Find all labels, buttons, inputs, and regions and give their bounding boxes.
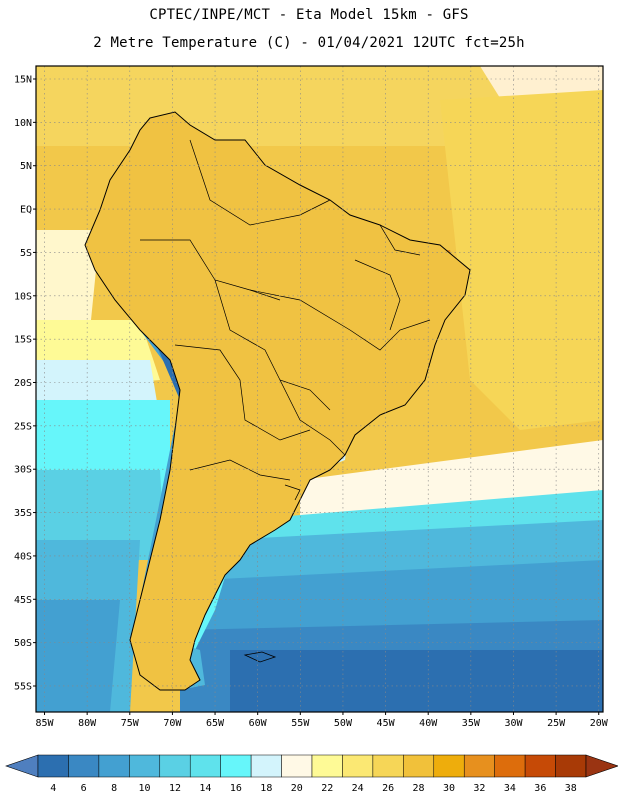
- ocean-pacific-tropical: [36, 230, 100, 340]
- colorbar-swatch: [555, 754, 587, 778]
- latitude-label: 25S: [14, 421, 32, 432]
- longitude-labels: 85W 80W 75W 70W 65W 60W 55W 50W 45W 40W 35W 30W 25W 2…: [35, 712, 609, 729]
- longitude-label: 80W: [78, 718, 97, 729]
- longitude-label: 85W: [35, 718, 54, 729]
- colorbar-swatch: [250, 754, 282, 778]
- longitude-label: 70W: [163, 718, 182, 729]
- colorbar-label: 30: [443, 783, 455, 794]
- longitude-label: 50W: [334, 718, 353, 729]
- river-plate: [284, 484, 301, 501]
- latitude-label: 30S: [14, 465, 32, 476]
- latitude-label: 10S: [14, 291, 32, 302]
- colorbar-label: 24: [352, 783, 364, 794]
- colorbar-swatch: [159, 754, 191, 778]
- colorbar-swatch: [311, 754, 343, 778]
- latitude-label: 55S: [14, 681, 32, 692]
- colorbar-swatch: [524, 754, 556, 778]
- colorbar-label: 38: [565, 783, 577, 794]
- colorbar-swatch: [463, 754, 495, 778]
- colorbar-label: 14: [199, 783, 211, 794]
- colorbar-label: 16: [230, 783, 242, 794]
- longitude-label: 45W: [377, 718, 396, 729]
- latitude-label: 15N: [14, 75, 32, 86]
- colorbar-swatch: [98, 754, 130, 778]
- ocean-pacific-14: [36, 470, 165, 560]
- colorbar-label: 20: [291, 783, 303, 794]
- longitude-label: 55W: [291, 718, 310, 729]
- colorbar-label: 8: [111, 783, 117, 794]
- colorbar-swatch: [281, 754, 313, 778]
- colorbar-label: 4: [50, 783, 56, 794]
- longitude-label: 60W: [249, 718, 268, 729]
- colorbar-swatch: [220, 754, 252, 778]
- longitude-label: 30W: [504, 718, 523, 729]
- longitude-label: 65W: [206, 718, 225, 729]
- colorbar-label: 22: [321, 783, 333, 794]
- longitude-label: 25W: [547, 718, 566, 729]
- colorbar-label: 10: [139, 783, 151, 794]
- chart-title-line-1: CPTEC/INPE/MCT - Eta Model 15km - GFS: [149, 7, 469, 23]
- latitude-label: 40S: [14, 551, 32, 562]
- colorbar-swatch: [129, 754, 161, 778]
- colorbar-label: 32: [473, 783, 485, 794]
- latitude-label: 35S: [14, 508, 32, 519]
- colorbar-under-arrow: [5, 754, 39, 778]
- colorbar-label: 18: [260, 783, 272, 794]
- latitude-label: 10N: [14, 118, 32, 129]
- colorbar-swatch: [403, 754, 435, 778]
- latitude-label: 5N: [20, 161, 32, 172]
- colorbar-swatch: [372, 754, 404, 778]
- map-frame: [35, 65, 604, 713]
- longitude-label: 40W: [419, 718, 438, 729]
- colorbar-swatch: [68, 754, 100, 778]
- colorbar-label: 34: [504, 783, 516, 794]
- colorbar-label: 6: [81, 783, 87, 794]
- graticule: [36, 66, 603, 712]
- latitude-label: EQ: [20, 205, 32, 216]
- ocean-atlantic-6: [230, 650, 603, 712]
- colorbar-label: 36: [534, 783, 546, 794]
- colorbar: 4 6 8 10 12 14 16 18 20 22 24 26 28 30 32 34 36 38: [5, 754, 618, 794]
- latitude-labels: 15N 10N 5N EQ 5S 10S 15S 20S 25S 30S 35S 40S 45S 50S 5…: [14, 75, 36, 692]
- colorbar-over-arrow: [585, 754, 618, 778]
- ocean-pacific-10: [36, 600, 120, 712]
- colorbar-label: 26: [382, 783, 394, 794]
- country-borders: [140, 139, 431, 481]
- latitude-label: 50S: [14, 638, 32, 649]
- longitude-label: 35W: [462, 718, 481, 729]
- latitude-label: 15S: [14, 335, 32, 346]
- map-area: [36, 66, 603, 712]
- longitude-label: 75W: [121, 718, 140, 729]
- colorbar-swatch: [433, 754, 465, 778]
- ocean-atlantic-26: [440, 90, 603, 430]
- colorbar-swatch: [342, 754, 374, 778]
- colorbar-label: 28: [413, 783, 425, 794]
- falkland-islands: [243, 651, 277, 663]
- latitude-label: 45S: [14, 595, 32, 606]
- colorbar-swatch: [494, 754, 526, 778]
- colorbar-label: 12: [169, 783, 181, 794]
- colorbar-swatch: [37, 754, 69, 778]
- latitude-label: 5S: [20, 248, 32, 259]
- colorbar-swatch: [189, 754, 221, 778]
- longitude-label: 20W: [590, 718, 609, 729]
- latitude-label: 20S: [14, 378, 32, 389]
- chart-title-line-2: 2 Metre Temperature (C) - 01/04/2021 12U…: [93, 35, 525, 51]
